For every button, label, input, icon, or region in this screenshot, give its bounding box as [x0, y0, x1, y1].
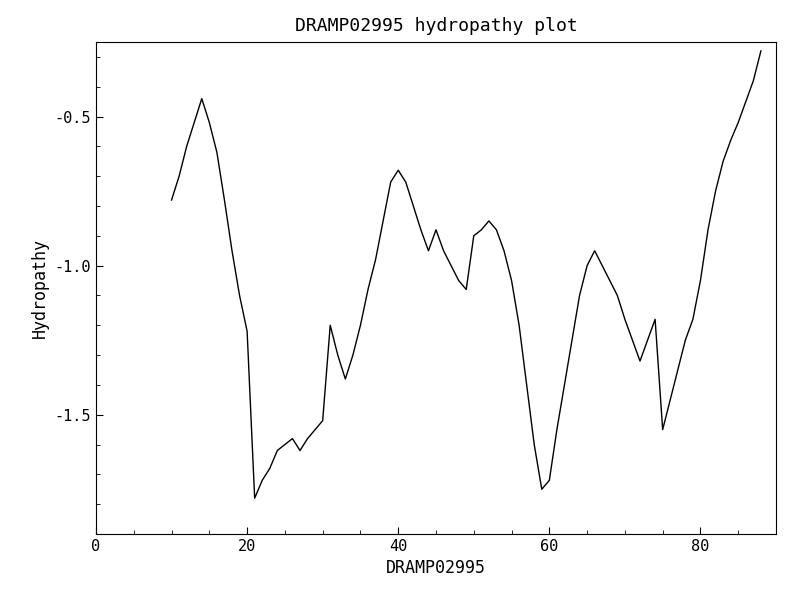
Title: DRAMP02995 hydropathy plot: DRAMP02995 hydropathy plot — [294, 17, 578, 35]
X-axis label: DRAMP02995: DRAMP02995 — [386, 559, 486, 577]
Y-axis label: Hydropathy: Hydropathy — [31, 238, 49, 338]
